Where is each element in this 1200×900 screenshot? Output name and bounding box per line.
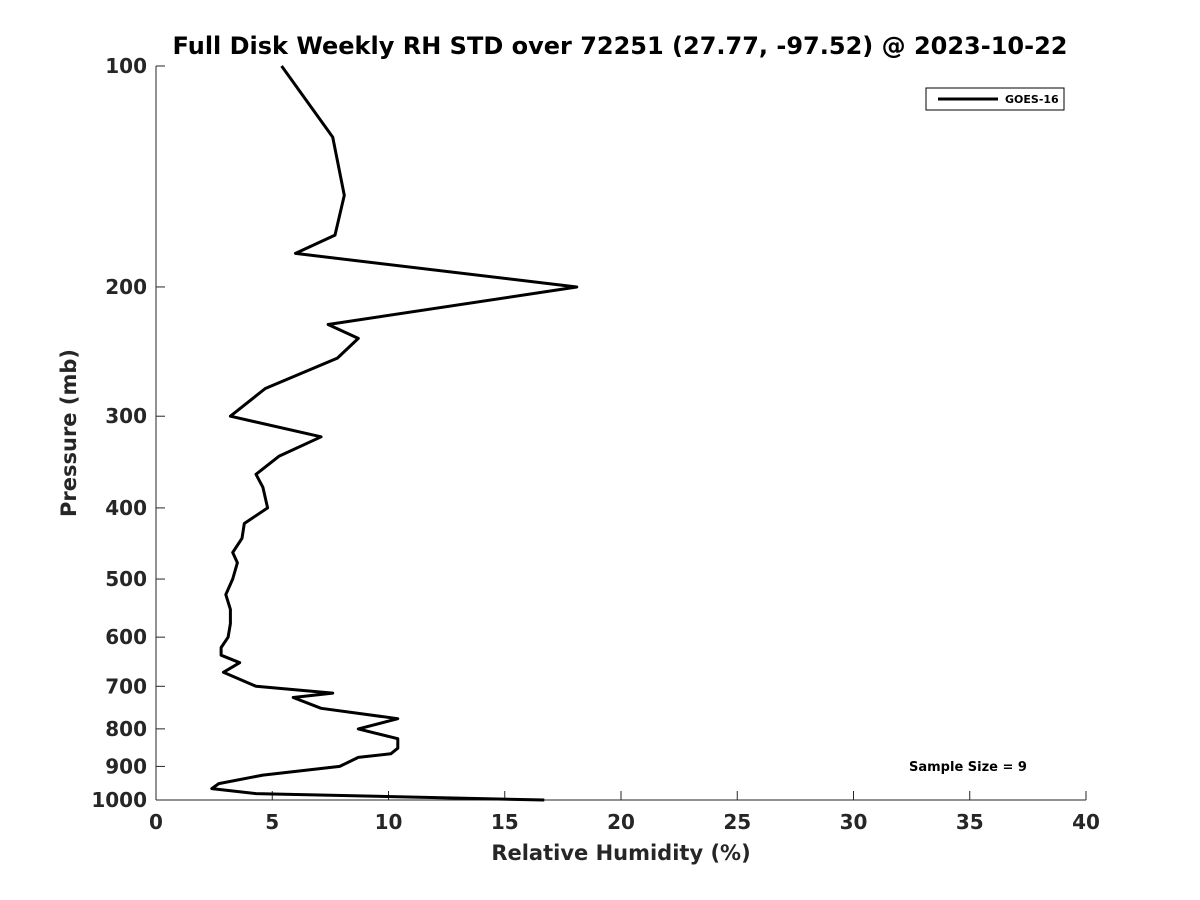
- y-tick-label: 400: [105, 496, 147, 520]
- x-tick-label: 35: [956, 810, 984, 834]
- sample-size-annotation: Sample Size = 9: [909, 760, 1027, 775]
- y-tick-label: 1000: [91, 788, 147, 812]
- y-tick-label: 900: [105, 754, 147, 778]
- y-ticks: 100 200 300 400 500 600 700 800 900 1000: [91, 54, 165, 812]
- y-axis-label: Pressure (mb): [57, 349, 81, 517]
- y-tick-label: 700: [105, 674, 147, 698]
- x-axis-label: Relative Humidity (%): [491, 841, 750, 865]
- x-tick-label: 5: [265, 810, 279, 834]
- x-tick-label: 15: [491, 810, 519, 834]
- x-tick-label: 30: [840, 810, 868, 834]
- x-tick-label: 20: [607, 810, 635, 834]
- chart-title: Full Disk Weekly RH STD over 72251 (27.7…: [173, 32, 1068, 60]
- y-tick-label: 300: [105, 404, 147, 428]
- y-tick-label: 600: [105, 625, 147, 649]
- y-tick-label: 200: [105, 275, 147, 299]
- x-tick-label: 0: [149, 810, 163, 834]
- series-line-goes-16: [210, 65, 579, 802]
- y-tick-label: 500: [105, 567, 147, 591]
- y-tick-label: 800: [105, 717, 147, 741]
- legend: GOES-16: [925, 87, 1065, 111]
- legend-label-goes-16: GOES-16: [1005, 93, 1059, 106]
- x-ticks: 0 5 10 15 20 25 30 35 40: [149, 791, 1100, 834]
- y-tick-label: 100: [105, 54, 147, 78]
- x-tick-label: 40: [1072, 810, 1100, 834]
- x-tick-label: 25: [723, 810, 751, 834]
- x-tick-label: 10: [375, 810, 403, 834]
